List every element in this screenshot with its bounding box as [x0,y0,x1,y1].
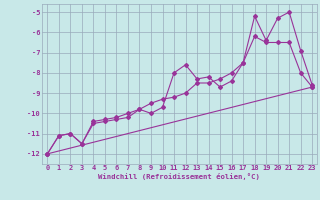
X-axis label: Windchill (Refroidissement éolien,°C): Windchill (Refroidissement éolien,°C) [98,173,260,180]
